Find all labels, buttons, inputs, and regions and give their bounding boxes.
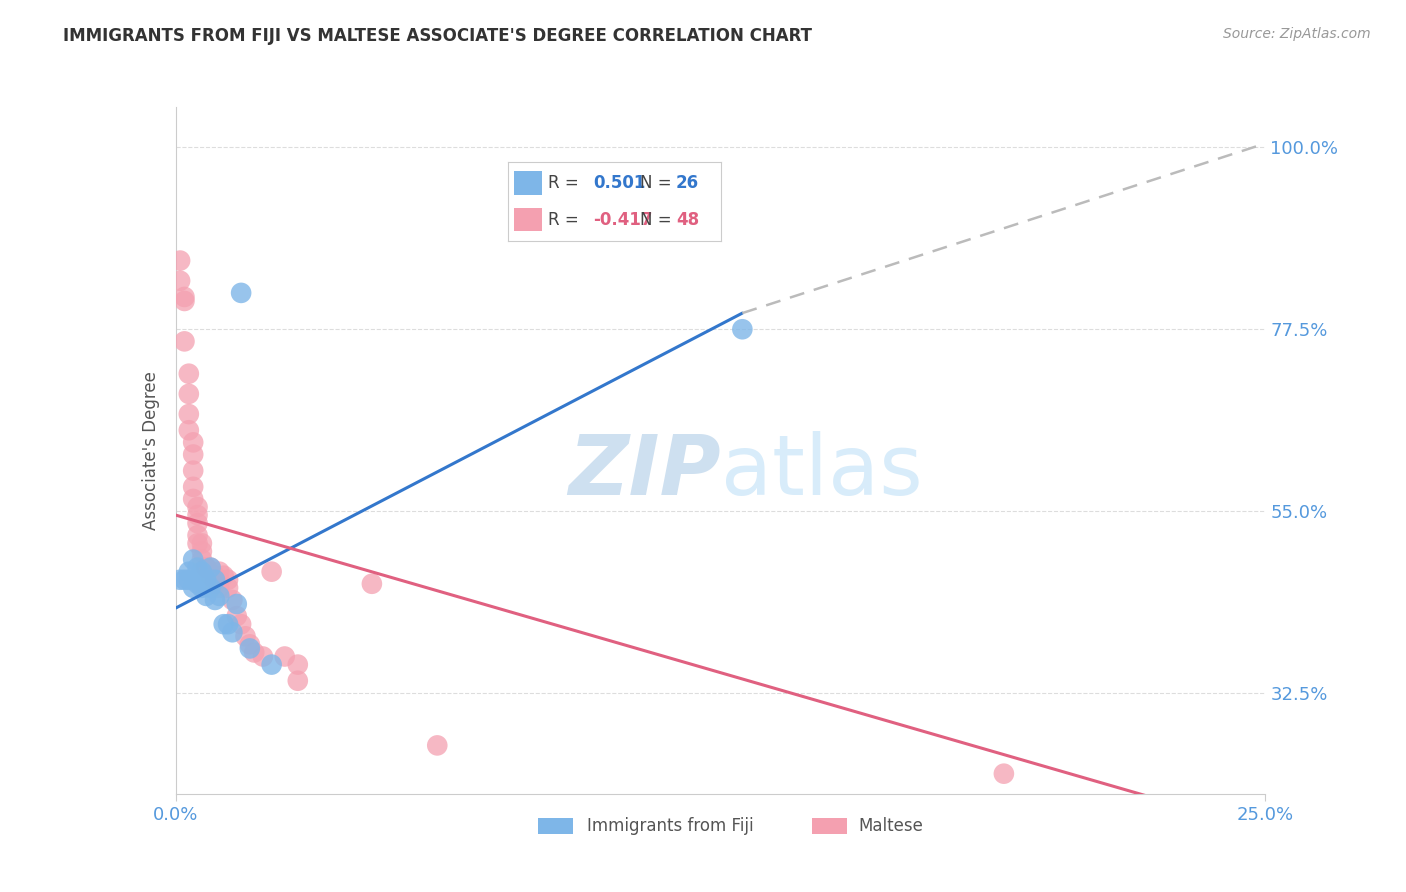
Text: ZIP: ZIP	[568, 431, 721, 512]
Bar	[515, 208, 543, 232]
Point	[195, 589, 218, 603]
Point	[243, 645, 266, 659]
Point	[208, 589, 231, 603]
Text: N =: N =	[640, 211, 672, 228]
Point	[186, 508, 209, 522]
Point	[186, 576, 209, 591]
Point	[169, 573, 191, 587]
Point	[181, 480, 204, 494]
Point	[208, 581, 231, 595]
Point	[287, 657, 309, 672]
Point	[177, 367, 200, 381]
Point	[181, 435, 204, 450]
Point	[225, 597, 247, 611]
Point	[204, 593, 226, 607]
Point	[426, 739, 449, 753]
Point	[181, 448, 204, 462]
Point	[231, 285, 253, 300]
Point	[212, 568, 235, 582]
Text: R =: R =	[548, 174, 579, 193]
Point	[195, 573, 218, 587]
Point	[186, 536, 209, 550]
Point	[195, 560, 218, 574]
Point	[252, 649, 274, 664]
Point	[191, 565, 214, 579]
Point	[993, 766, 1015, 780]
Point	[177, 565, 200, 579]
Point	[186, 560, 209, 574]
Point	[260, 565, 283, 579]
Text: Source: ZipAtlas.com: Source: ZipAtlas.com	[1223, 27, 1371, 41]
Point	[239, 641, 262, 656]
Point	[212, 617, 235, 632]
Point	[200, 581, 222, 595]
Text: Maltese: Maltese	[858, 817, 924, 835]
Point	[173, 293, 195, 308]
Point	[173, 573, 195, 587]
Point	[177, 423, 200, 437]
Point	[191, 544, 214, 558]
Point	[169, 274, 191, 288]
Point	[287, 673, 309, 688]
Point	[181, 491, 204, 506]
Point	[221, 625, 243, 640]
Point	[173, 334, 195, 349]
Point	[191, 581, 214, 595]
Point	[208, 565, 231, 579]
Point	[204, 568, 226, 582]
Point	[204, 576, 226, 591]
Point	[208, 573, 231, 587]
Point	[200, 568, 222, 582]
Point	[181, 581, 204, 595]
Point	[731, 322, 754, 336]
Point	[217, 581, 239, 595]
Point	[200, 560, 222, 574]
Point	[169, 253, 191, 268]
Point	[181, 464, 204, 478]
Text: 0.501: 0.501	[593, 174, 645, 193]
Point	[186, 500, 209, 514]
Point	[186, 573, 209, 587]
Point	[177, 573, 200, 587]
Text: Immigrants from Fiji: Immigrants from Fiji	[588, 817, 754, 835]
Point	[200, 560, 222, 574]
Point	[191, 536, 214, 550]
Point	[221, 593, 243, 607]
Point	[217, 617, 239, 632]
Point	[173, 290, 195, 304]
Y-axis label: Associate's Degree: Associate's Degree	[142, 371, 160, 530]
Point	[235, 629, 257, 643]
Point	[191, 552, 214, 566]
Point	[225, 609, 247, 624]
Point	[186, 528, 209, 542]
Point	[177, 387, 200, 401]
Text: -0.417: -0.417	[593, 211, 652, 228]
Text: N =: N =	[640, 174, 672, 193]
Text: 48: 48	[676, 211, 699, 228]
Text: atlas: atlas	[721, 431, 922, 512]
Point	[217, 573, 239, 587]
Point	[204, 573, 226, 587]
Point	[360, 576, 382, 591]
Point	[181, 552, 204, 566]
Bar	[515, 171, 543, 195]
Point	[239, 637, 262, 651]
Point	[260, 657, 283, 672]
Point	[177, 407, 200, 421]
Point	[186, 516, 209, 531]
Point	[231, 617, 253, 632]
Text: R =: R =	[548, 211, 579, 228]
Point	[195, 560, 218, 574]
Point	[274, 649, 297, 664]
Text: 26: 26	[676, 174, 699, 193]
Text: IMMIGRANTS FROM FIJI VS MALTESE ASSOCIATE'S DEGREE CORRELATION CHART: IMMIGRANTS FROM FIJI VS MALTESE ASSOCIAT…	[63, 27, 813, 45]
